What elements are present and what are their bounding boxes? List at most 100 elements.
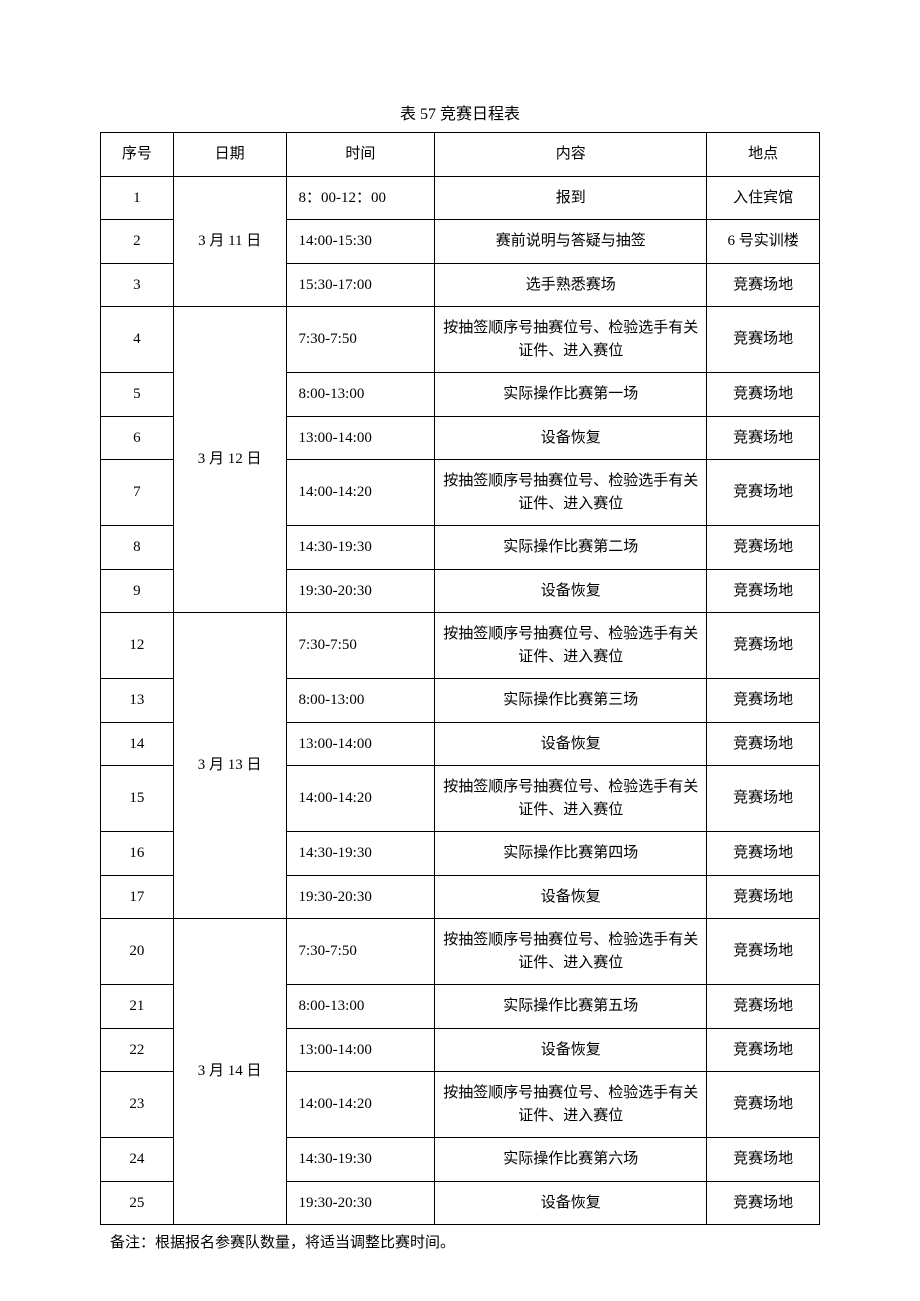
cell-date: 3 月 14 日 bbox=[173, 919, 286, 1225]
cell-seq: 7 bbox=[101, 460, 174, 526]
table-row: 43 月 12 日7:30-7:50按抽签顺序号抽赛位号、检验选手有关证件、进入… bbox=[101, 307, 820, 373]
cell-content: 设备恢复 bbox=[435, 1181, 707, 1225]
cell-content: 按抽签顺序号抽赛位号、检验选手有关证件、进入赛位 bbox=[435, 460, 707, 526]
table-row: 13 月 11 日8：00-12：00报到入住宾馆 bbox=[101, 176, 820, 220]
cell-time: 14:30-19:30 bbox=[286, 1138, 435, 1182]
cell-time: 14:00-14:20 bbox=[286, 1072, 435, 1138]
cell-time: 13:00-14:00 bbox=[286, 416, 435, 460]
cell-date: 3 月 13 日 bbox=[173, 613, 286, 919]
cell-content: 实际操作比赛第一场 bbox=[435, 373, 707, 417]
cell-location: 竞赛场地 bbox=[707, 832, 820, 876]
cell-content: 设备恢复 bbox=[435, 1028, 707, 1072]
cell-seq: 5 bbox=[101, 373, 174, 417]
cell-content: 报到 bbox=[435, 176, 707, 220]
cell-seq: 12 bbox=[101, 613, 174, 679]
cell-content: 按抽签顺序号抽赛位号、检验选手有关证件、进入赛位 bbox=[435, 1072, 707, 1138]
header-location: 地点 bbox=[707, 133, 820, 177]
header-date: 日期 bbox=[173, 133, 286, 177]
cell-time: 15:30-17:00 bbox=[286, 263, 435, 307]
cell-time: 14:00-14:20 bbox=[286, 460, 435, 526]
cell-seq: 24 bbox=[101, 1138, 174, 1182]
cell-time: 13:00-14:00 bbox=[286, 1028, 435, 1072]
cell-location: 竞赛场地 bbox=[707, 1181, 820, 1225]
cell-location: 竞赛场地 bbox=[707, 373, 820, 417]
cell-time: 7:30-7:50 bbox=[286, 919, 435, 985]
cell-content: 按抽签顺序号抽赛位号、检验选手有关证件、进入赛位 bbox=[435, 766, 707, 832]
cell-content: 实际操作比赛第四场 bbox=[435, 832, 707, 876]
cell-location: 竞赛场地 bbox=[707, 1028, 820, 1072]
cell-content: 按抽签顺序号抽赛位号、检验选手有关证件、进入赛位 bbox=[435, 613, 707, 679]
cell-location: 竞赛场地 bbox=[707, 416, 820, 460]
cell-location: 竞赛场地 bbox=[707, 613, 820, 679]
table-row: 203 月 14 日7:30-7:50按抽签顺序号抽赛位号、检验选手有关证件、进… bbox=[101, 919, 820, 985]
cell-time: 8:00-13:00 bbox=[286, 373, 435, 417]
cell-seq: 4 bbox=[101, 307, 174, 373]
cell-location: 竞赛场地 bbox=[707, 569, 820, 613]
cell-content: 实际操作比赛第二场 bbox=[435, 526, 707, 570]
header-content: 内容 bbox=[435, 133, 707, 177]
cell-content: 实际操作比赛第六场 bbox=[435, 1138, 707, 1182]
cell-location: 竞赛场地 bbox=[707, 766, 820, 832]
cell-time: 14:00-15:30 bbox=[286, 220, 435, 264]
schedule-table: 序号日期时间内容地点13 月 11 日8：00-12：00报到入住宾馆214:0… bbox=[100, 132, 820, 1225]
cell-location: 竞赛场地 bbox=[707, 919, 820, 985]
cell-content: 按抽签顺序号抽赛位号、检验选手有关证件、进入赛位 bbox=[435, 307, 707, 373]
cell-location: 6 号实训楼 bbox=[707, 220, 820, 264]
cell-location: 竞赛场地 bbox=[707, 875, 820, 919]
cell-date: 3 月 11 日 bbox=[173, 176, 286, 307]
cell-date: 3 月 12 日 bbox=[173, 307, 286, 613]
cell-time: 14:30-19:30 bbox=[286, 832, 435, 876]
cell-location: 竞赛场地 bbox=[707, 460, 820, 526]
cell-seq: 14 bbox=[101, 722, 174, 766]
cell-time: 19:30-20:30 bbox=[286, 875, 435, 919]
cell-time: 8：00-12：00 bbox=[286, 176, 435, 220]
cell-time: 8:00-13:00 bbox=[286, 679, 435, 723]
cell-seq: 3 bbox=[101, 263, 174, 307]
cell-seq: 21 bbox=[101, 985, 174, 1029]
cell-seq: 13 bbox=[101, 679, 174, 723]
cell-content: 设备恢复 bbox=[435, 569, 707, 613]
cell-seq: 23 bbox=[101, 1072, 174, 1138]
cell-seq: 16 bbox=[101, 832, 174, 876]
cell-time: 13:00-14:00 bbox=[286, 722, 435, 766]
cell-seq: 22 bbox=[101, 1028, 174, 1072]
cell-content: 实际操作比赛第五场 bbox=[435, 985, 707, 1029]
footnote: 备注：根据报名参赛队数量，将适当调整比赛时间。 bbox=[110, 1231, 820, 1252]
cell-seq: 25 bbox=[101, 1181, 174, 1225]
cell-content: 选手熟悉赛场 bbox=[435, 263, 707, 307]
cell-seq: 15 bbox=[101, 766, 174, 832]
cell-location: 竞赛场地 bbox=[707, 1138, 820, 1182]
cell-location: 入住宾馆 bbox=[707, 176, 820, 220]
cell-time: 19:30-20:30 bbox=[286, 1181, 435, 1225]
cell-content: 设备恢复 bbox=[435, 722, 707, 766]
cell-content: 设备恢复 bbox=[435, 875, 707, 919]
cell-content: 按抽签顺序号抽赛位号、检验选手有关证件、进入赛位 bbox=[435, 919, 707, 985]
cell-time: 8:00-13:00 bbox=[286, 985, 435, 1029]
table-row: 123 月 13 日7:30-7:50按抽签顺序号抽赛位号、检验选手有关证件、进… bbox=[101, 613, 820, 679]
cell-time: 7:30-7:50 bbox=[286, 613, 435, 679]
cell-seq: 9 bbox=[101, 569, 174, 613]
cell-location: 竞赛场地 bbox=[707, 679, 820, 723]
cell-location: 竞赛场地 bbox=[707, 1072, 820, 1138]
cell-time: 19:30-20:30 bbox=[286, 569, 435, 613]
cell-seq: 6 bbox=[101, 416, 174, 460]
cell-location: 竞赛场地 bbox=[707, 526, 820, 570]
cell-content: 赛前说明与答疑与抽签 bbox=[435, 220, 707, 264]
header-time: 时间 bbox=[286, 133, 435, 177]
cell-seq: 1 bbox=[101, 176, 174, 220]
cell-time: 14:00-14:20 bbox=[286, 766, 435, 832]
cell-content: 设备恢复 bbox=[435, 416, 707, 460]
cell-seq: 2 bbox=[101, 220, 174, 264]
table-title: 表 57 竞赛日程表 bbox=[100, 100, 820, 124]
cell-seq: 17 bbox=[101, 875, 174, 919]
cell-time: 14:30-19:30 bbox=[286, 526, 435, 570]
cell-location: 竞赛场地 bbox=[707, 985, 820, 1029]
cell-content: 实际操作比赛第三场 bbox=[435, 679, 707, 723]
cell-location: 竞赛场地 bbox=[707, 263, 820, 307]
cell-seq: 20 bbox=[101, 919, 174, 985]
cell-time: 7:30-7:50 bbox=[286, 307, 435, 373]
cell-location: 竞赛场地 bbox=[707, 722, 820, 766]
cell-location: 竞赛场地 bbox=[707, 307, 820, 373]
header-seq: 序号 bbox=[101, 133, 174, 177]
cell-seq: 8 bbox=[101, 526, 174, 570]
